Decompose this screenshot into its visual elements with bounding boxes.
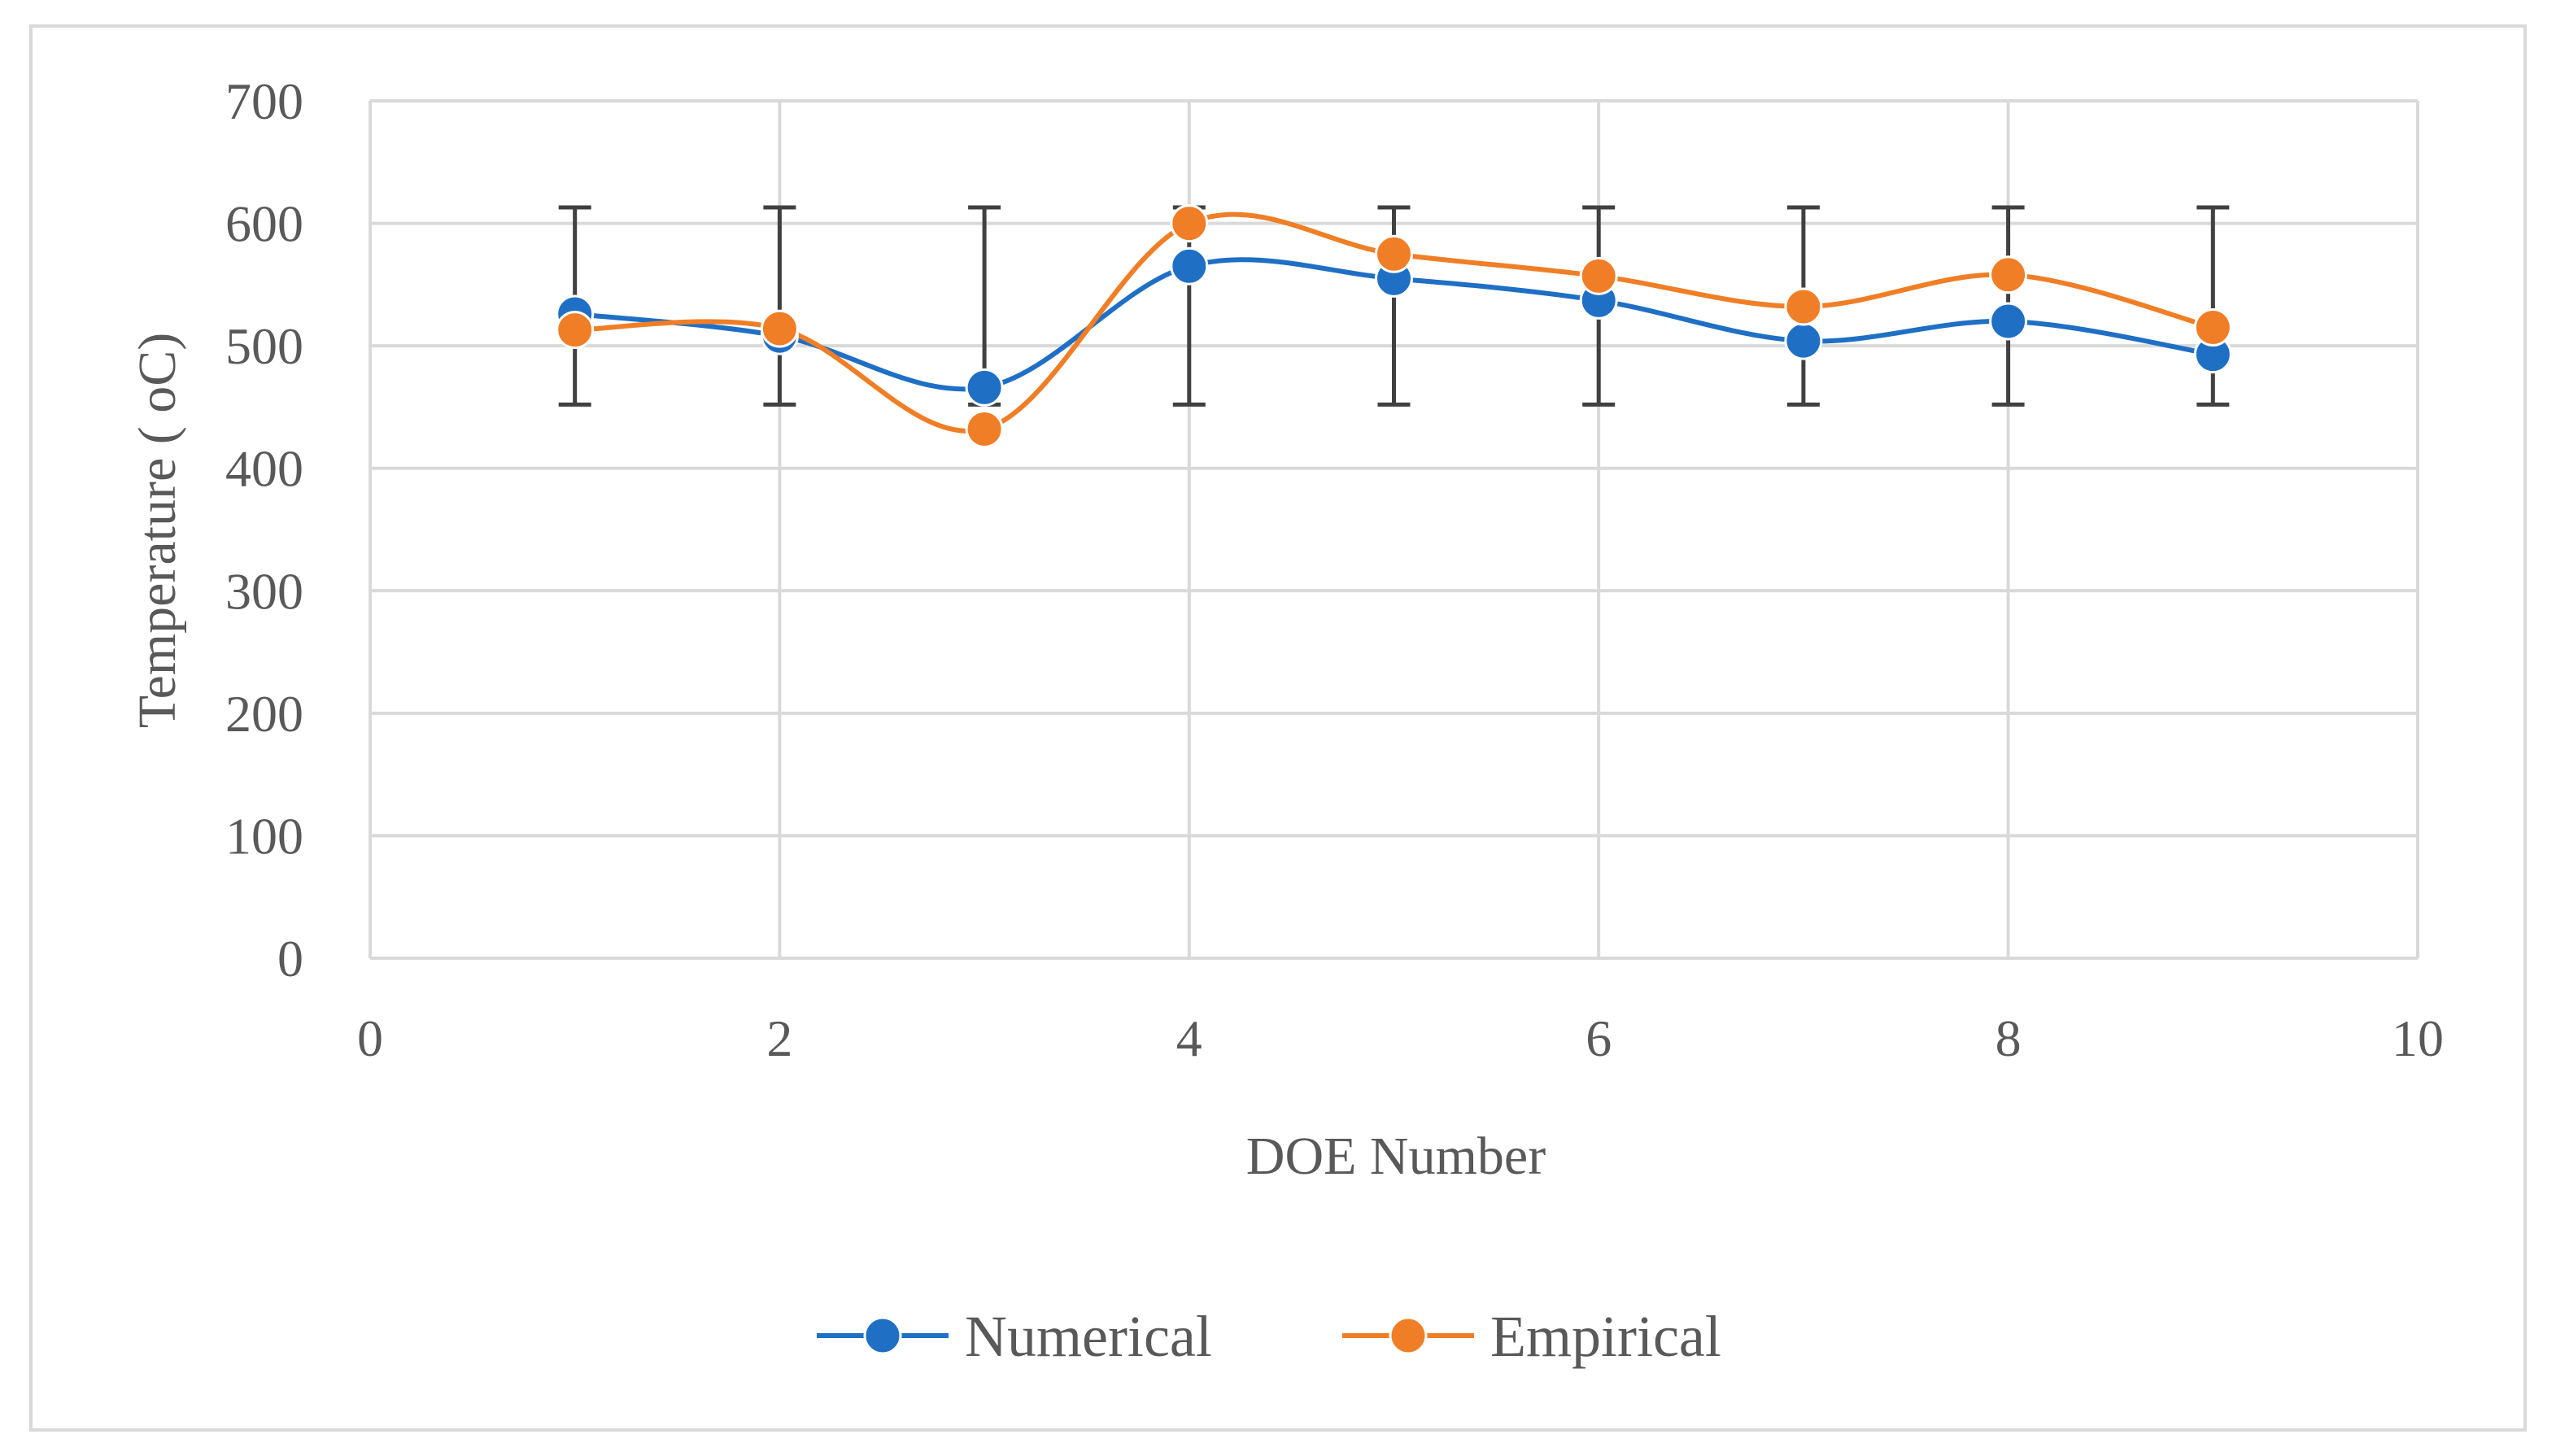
data-point-numerical — [965, 368, 1004, 407]
data-point-empirical — [1579, 256, 1618, 295]
data-point-numerical — [1784, 321, 1823, 360]
y-tick-label: 700 — [225, 72, 303, 130]
legend-item-empirical: Empirical — [1342, 1304, 1721, 1369]
x-tick-label: 4 — [1176, 1009, 1202, 1067]
y-tick-label: 0 — [277, 930, 303, 987]
x-tick-label: 10 — [2392, 1009, 2444, 1067]
legend-label-numerical: Numerical — [965, 1304, 1212, 1369]
data-point-empirical — [1375, 234, 1413, 273]
y-tick-label: 200 — [225, 685, 303, 743]
error-bar — [763, 205, 796, 407]
data-point-numerical — [1170, 246, 1209, 286]
y-tick-label: 600 — [225, 195, 303, 253]
x-axis-ticks: 0 2 4 6 8 10 — [357, 1009, 2444, 1067]
data-point-empirical — [1784, 287, 1823, 326]
x-axis-title: DOE Number — [1246, 1127, 1546, 1186]
legend-item-numerical: Numerical — [817, 1304, 1212, 1369]
legend-marker-empirical — [1389, 1316, 1428, 1355]
y-tick-label: 100 — [225, 807, 303, 865]
chart-frame — [29, 24, 2527, 1432]
data-point-empirical — [760, 309, 799, 348]
data-point-empirical — [1170, 204, 1209, 243]
y-tick-label: 400 — [225, 440, 303, 498]
data-point-empirical — [1989, 255, 2028, 294]
x-tick-label: 0 — [357, 1009, 383, 1067]
y-axis-title: Temperature ( oC) — [128, 333, 187, 729]
data-point-empirical — [556, 311, 595, 350]
y-tick-label: 300 — [225, 562, 303, 620]
series-markers — [556, 204, 2232, 449]
data-point-empirical — [965, 410, 1004, 449]
x-tick-label: 8 — [1996, 1009, 2022, 1067]
data-point-empirical — [2193, 308, 2232, 347]
x-tick-label: 2 — [766, 1009, 792, 1067]
x-tick-label: 6 — [1586, 1009, 1612, 1067]
y-axis-ticks: 0 100 200 300 400 500 600 700 — [225, 72, 303, 987]
legend-label-empirical: Empirical — [1490, 1304, 1721, 1369]
error-bar — [2196, 205, 2230, 407]
y-tick-label: 500 — [225, 317, 303, 375]
legend: Numerical Empirical — [817, 1304, 1721, 1369]
data-point-numerical — [1989, 302, 2028, 341]
legend-marker-numerical — [863, 1316, 902, 1355]
